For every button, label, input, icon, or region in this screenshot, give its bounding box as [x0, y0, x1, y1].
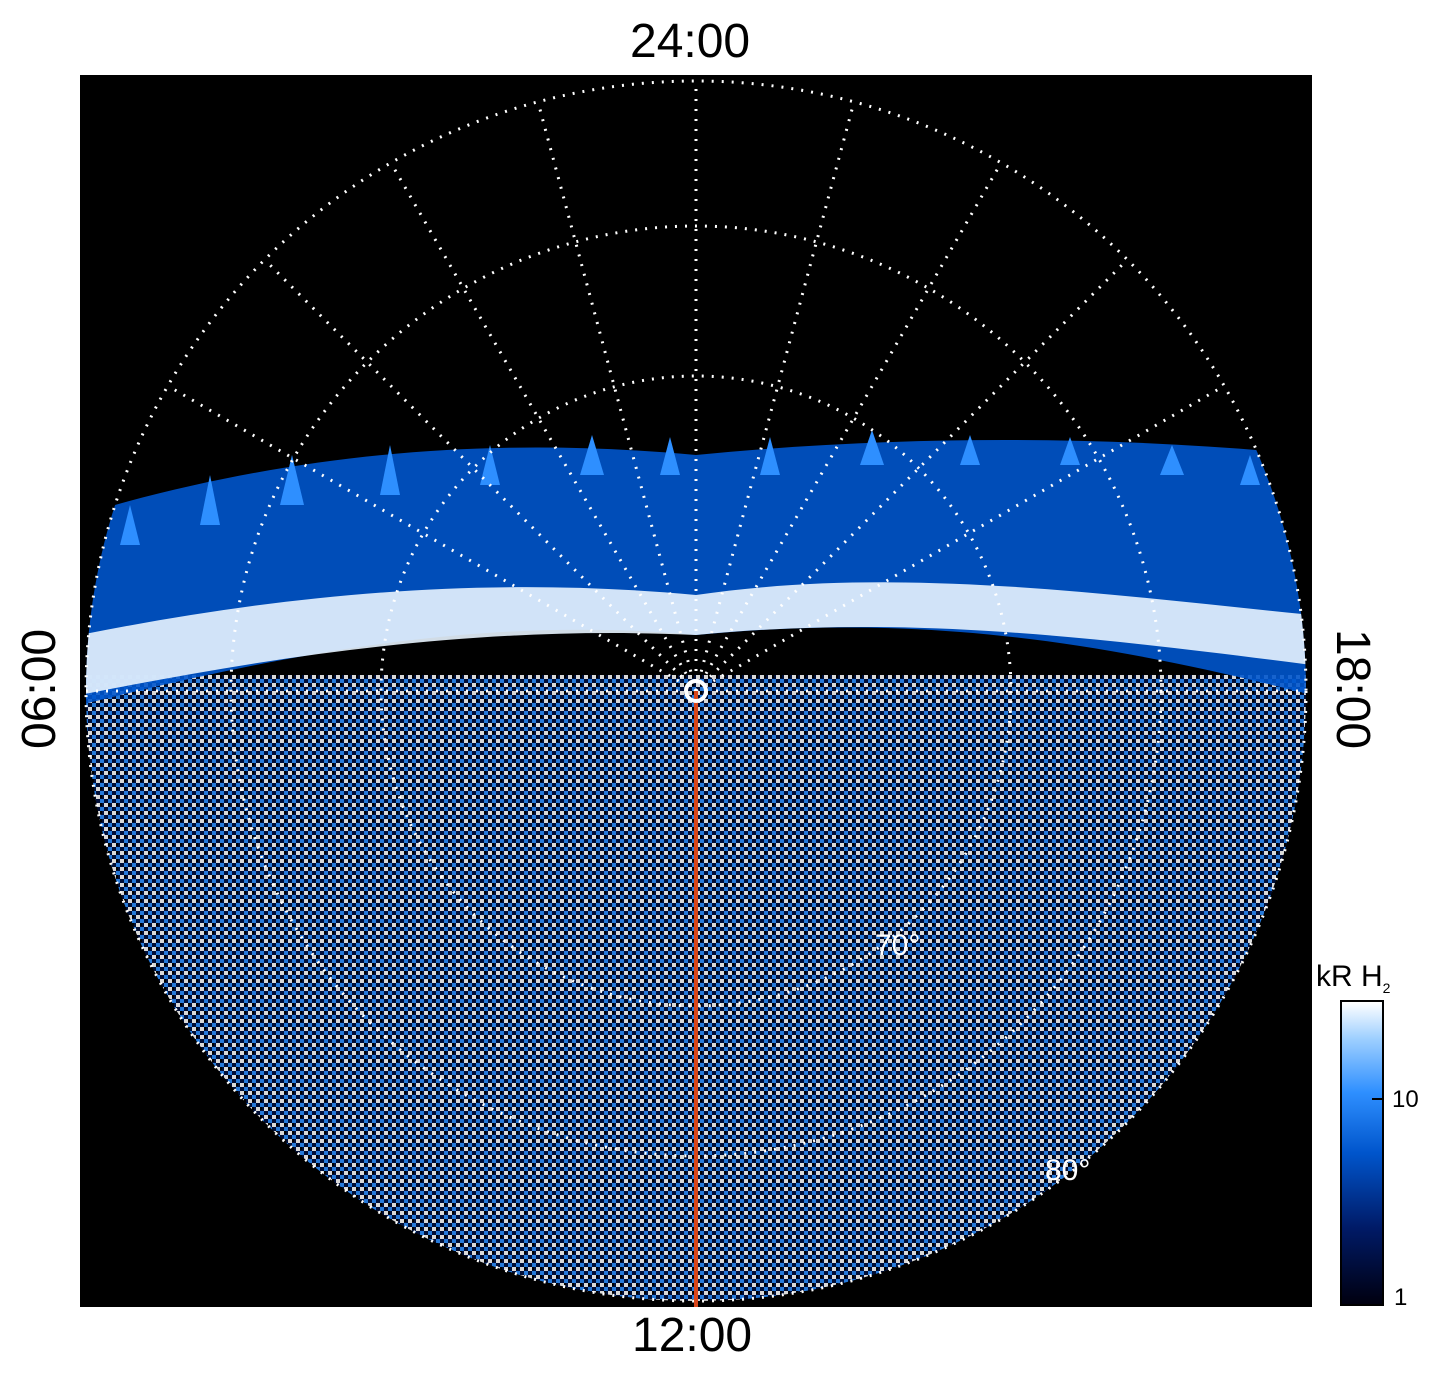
- polar-map-svg: 70° 80°: [84, 79, 1308, 1307]
- colorbar-tick-label-1: 1: [1394, 1284, 1408, 1311]
- colorbar: [1340, 1000, 1384, 1306]
- polar-projection-image: 70° 80°: [80, 75, 1312, 1307]
- latitude-label-70: 70°: [875, 929, 920, 962]
- local-time-label-midnight: 24:00: [630, 15, 751, 68]
- local-time-label-dawn: 06:00: [13, 628, 66, 749]
- colorbar-tick-label-10: 10: [1392, 1086, 1419, 1113]
- colorbar-tick-10: [1372, 1098, 1384, 1100]
- auroral-spikes: [120, 430, 1260, 545]
- latitude-label-80: 80°: [1045, 1154, 1090, 1187]
- local-time-label-dusk: 18:00: [1326, 629, 1379, 750]
- local-time-label-noon: 12:00: [632, 1309, 753, 1362]
- pole-marker: [684, 679, 708, 703]
- colorbar-title: kR H2: [1316, 960, 1391, 996]
